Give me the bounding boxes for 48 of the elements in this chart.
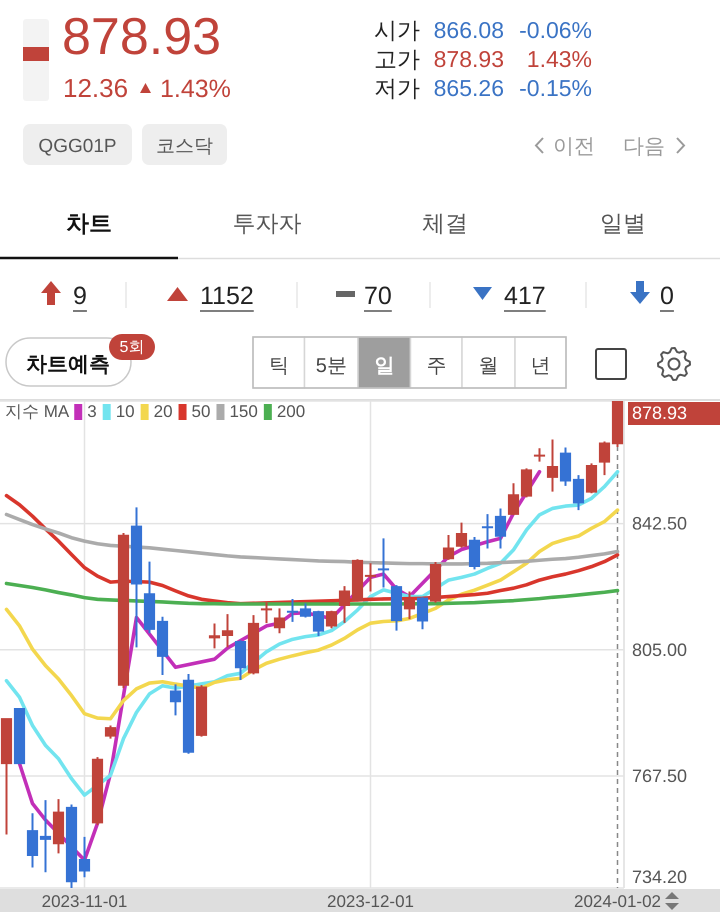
text: 일별 (600, 210, 646, 236)
text: 코스닥 (156, 136, 213, 157)
text: 12.36 (63, 73, 128, 103)
x-tick-label: 2023-12-01 (327, 892, 414, 911)
text: 시가 (374, 17, 420, 43)
text: 이전 (553, 135, 595, 158)
y-tick-label: 734.20 (632, 867, 688, 887)
text: 체결 (422, 210, 468, 236)
text: 9 (73, 282, 87, 310)
text: 865.26 (434, 75, 504, 101)
x-tick-label: 2024-01-02 (574, 892, 661, 911)
legend-label: 150 (229, 402, 258, 421)
text: 5분 (316, 355, 347, 377)
legend-label: 10 (116, 402, 135, 421)
text: 1.43% (160, 75, 231, 103)
text: 주 (426, 355, 446, 377)
text: QGG01P (38, 136, 117, 157)
text: 0 (660, 282, 674, 310)
text: 866.08 (434, 17, 504, 43)
y-tick-label: 805.00 (632, 640, 688, 660)
text: 417 (504, 282, 546, 310)
y-tick-label: 878.93 (632, 403, 688, 423)
text: 1152 (200, 282, 254, 310)
text: 878.93 (62, 8, 222, 66)
text: 차트 (66, 210, 112, 236)
text: 1.43% (526, 46, 592, 72)
text: 878.93 (434, 46, 504, 72)
text: 저가 (374, 75, 420, 101)
text: 다음 (623, 135, 665, 158)
text: 일 (374, 355, 394, 377)
y-tick-label: 842.50 (632, 514, 688, 534)
y-tick-label: 767.50 (632, 766, 688, 786)
legend-label: 20 (154, 402, 173, 421)
x-tick-label: 2023-11-01 (42, 892, 128, 911)
text: 틱 (268, 355, 289, 377)
legend-label: 200 (276, 402, 306, 421)
text: 고가 (374, 46, 420, 72)
text: 투자자 (232, 210, 302, 236)
text: -0.15% (519, 75, 592, 101)
text: 5회 (120, 339, 144, 356)
legend-label: 50 (192, 402, 210, 421)
text: 월 (478, 355, 498, 377)
text: -0.06% (519, 17, 592, 43)
text: 년 (530, 355, 550, 377)
text: 차트예측 (26, 353, 110, 376)
legend-label: 3 (87, 402, 97, 421)
text: 70 (364, 282, 392, 310)
legend-title: 지수 MA (5, 402, 70, 421)
